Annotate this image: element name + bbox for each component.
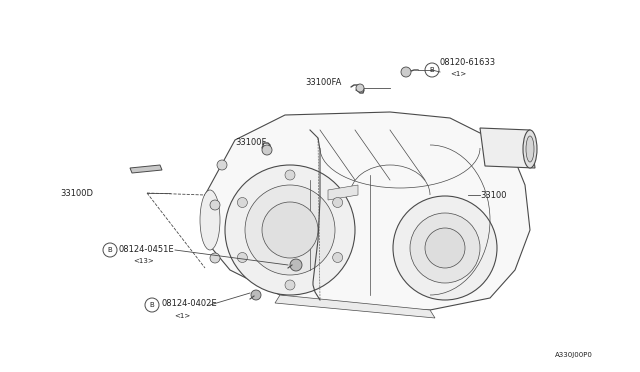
- Circle shape: [333, 198, 342, 208]
- Polygon shape: [130, 165, 162, 173]
- Polygon shape: [480, 128, 535, 168]
- Circle shape: [262, 145, 272, 155]
- Circle shape: [356, 84, 364, 92]
- Circle shape: [285, 280, 295, 290]
- Text: A330J00P0: A330J00P0: [555, 352, 593, 358]
- Circle shape: [285, 170, 295, 180]
- Circle shape: [425, 228, 465, 268]
- Text: <1>: <1>: [450, 71, 467, 77]
- Circle shape: [237, 253, 248, 263]
- Ellipse shape: [526, 136, 534, 162]
- Circle shape: [410, 213, 480, 283]
- Circle shape: [225, 165, 355, 295]
- Text: 08124-0451E: 08124-0451E: [118, 244, 173, 253]
- Text: 33100FA: 33100FA: [306, 77, 342, 87]
- Text: <1>: <1>: [174, 313, 190, 319]
- Circle shape: [210, 200, 220, 210]
- Text: 33100D: 33100D: [60, 189, 93, 198]
- Polygon shape: [275, 295, 435, 318]
- Text: 08120-61633: 08120-61633: [440, 58, 496, 67]
- Circle shape: [245, 185, 335, 275]
- Circle shape: [333, 253, 342, 263]
- Circle shape: [290, 259, 302, 271]
- Circle shape: [210, 253, 220, 263]
- Circle shape: [393, 196, 497, 300]
- Circle shape: [217, 160, 227, 170]
- Circle shape: [237, 198, 248, 208]
- Text: 33100F: 33100F: [235, 138, 266, 147]
- Polygon shape: [205, 112, 530, 310]
- Text: 33100: 33100: [480, 190, 506, 199]
- Text: 08124-0402E: 08124-0402E: [161, 299, 216, 308]
- Circle shape: [401, 67, 411, 77]
- Circle shape: [262, 202, 318, 258]
- Text: B: B: [150, 302, 154, 308]
- Circle shape: [251, 290, 261, 300]
- Ellipse shape: [523, 130, 537, 168]
- Text: B: B: [108, 247, 113, 253]
- Ellipse shape: [200, 190, 220, 250]
- Polygon shape: [328, 185, 358, 200]
- Text: B: B: [429, 67, 435, 73]
- Text: <13>: <13>: [133, 258, 154, 264]
